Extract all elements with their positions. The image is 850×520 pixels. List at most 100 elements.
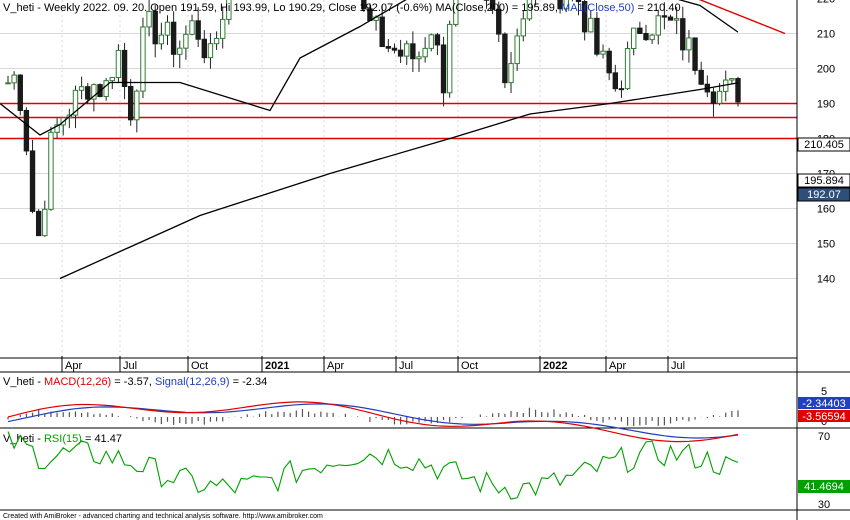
badge-ma200: 195.894 <box>797 173 850 188</box>
candle-body <box>692 37 698 71</box>
candle-body <box>673 18 680 21</box>
candle-body <box>91 84 97 100</box>
candle-body <box>170 21 177 55</box>
candle-body <box>643 32 649 41</box>
candle-body <box>710 91 717 104</box>
candle-body <box>618 88 625 91</box>
candle-body <box>48 131 54 210</box>
candle-body <box>446 23 453 94</box>
candle-body <box>594 17 600 55</box>
candle-body <box>526 0 533 20</box>
badge-macd: -3.56594 <box>798 410 850 423</box>
candle-body <box>127 86 134 121</box>
svg-text:-2.34403: -2.34403 <box>802 398 845 410</box>
macd-tick-5: 5 <box>821 386 827 398</box>
candle-body <box>606 50 612 74</box>
x-tick-label: Jul <box>671 360 685 372</box>
macd-header: V_heti - MACD(12,26) = -3.57, Signal(12,… <box>3 376 267 388</box>
candle-body <box>85 86 91 100</box>
candle-body <box>588 17 594 33</box>
x-tick-label: 2021 <box>265 360 289 372</box>
candle-body <box>115 49 122 78</box>
candle-body <box>631 27 637 50</box>
candle-body <box>575 0 582 3</box>
svg-text:192.07: 192.07 <box>807 189 841 201</box>
candle-body <box>140 26 146 92</box>
x-tick-label: 2022 <box>543 360 567 372</box>
badge-ma50: 210.405 <box>797 137 850 152</box>
candle-body <box>220 18 226 39</box>
candle-body <box>385 46 392 49</box>
price-panel-bg <box>0 0 797 358</box>
trendline <box>698 0 786 35</box>
candle-body <box>146 10 152 28</box>
ma50-line <box>0 0 739 136</box>
x-tick-label: Apr <box>609 360 626 372</box>
y-tick-label: 190 <box>817 99 835 111</box>
candle-body <box>11 74 17 84</box>
candle-body <box>29 150 36 212</box>
x-tick-label: Jul <box>123 360 137 372</box>
candle-body <box>735 78 741 103</box>
candle-body <box>201 38 208 59</box>
candle-body <box>213 37 220 45</box>
price-header: V_heti - Weekly 2022. 09. 20. Open 191.5… <box>3 2 681 14</box>
candle-body <box>563 0 569 10</box>
candle-body <box>600 50 606 55</box>
candle-body <box>361 0 367 10</box>
candle-body <box>177 47 183 55</box>
candle-body <box>397 49 404 57</box>
rsi-header: V_heti - RSI(15) = 41.47 <box>3 433 122 445</box>
y-tick-label: 220 <box>817 0 835 6</box>
candle-body <box>667 16 674 21</box>
candle-body <box>661 15 668 18</box>
candle-body <box>5 82 11 85</box>
candle-body <box>686 37 692 51</box>
badge-signal: -2.34403 <box>798 397 850 410</box>
y-tick-label: 200 <box>817 64 835 76</box>
candle-body <box>35 210 42 237</box>
rsi-line <box>7 431 739 500</box>
candle-body <box>649 34 655 41</box>
candle-body <box>17 74 23 111</box>
candle-body <box>23 109 30 152</box>
candle-body <box>557 0 563 10</box>
candle-body <box>404 43 410 57</box>
candle-body <box>434 34 441 46</box>
footer-credit: Created with AmiBroker - advanced charti… <box>3 513 323 520</box>
x-tick-label: Apr <box>327 360 344 372</box>
candle-body <box>410 43 416 60</box>
candle-body <box>489 0 496 10</box>
candle-body <box>624 48 631 90</box>
candle-body <box>502 33 508 84</box>
candle-body <box>72 89 79 116</box>
candle-body <box>189 20 195 35</box>
candle-body <box>698 69 704 85</box>
candle-body <box>164 21 171 36</box>
candle-body <box>103 80 109 97</box>
candle-body <box>152 10 158 45</box>
candle-body <box>440 44 447 94</box>
candle-body <box>520 18 526 37</box>
macd-line <box>7 401 739 443</box>
candle-body <box>109 76 115 82</box>
candle-body <box>42 208 48 237</box>
candle-body <box>655 15 661 36</box>
candle-body <box>637 27 643 34</box>
candle-body <box>496 8 502 35</box>
candle-body <box>379 16 385 48</box>
candle-body <box>508 63 514 84</box>
candle-body <box>453 0 459 25</box>
candle-body <box>416 56 422 60</box>
rsi-tick-30: 30 <box>818 499 830 511</box>
candle-body <box>183 33 189 49</box>
candle-body <box>514 35 520 65</box>
candle-body <box>680 18 686 51</box>
badge-rsi: 41.4694 <box>798 480 850 493</box>
ma200-line <box>59 82 739 280</box>
x-tick-label: Apr <box>65 360 82 372</box>
candle-body <box>391 47 398 51</box>
candle-body <box>612 72 619 90</box>
svg-text:195.894: 195.894 <box>804 175 844 187</box>
